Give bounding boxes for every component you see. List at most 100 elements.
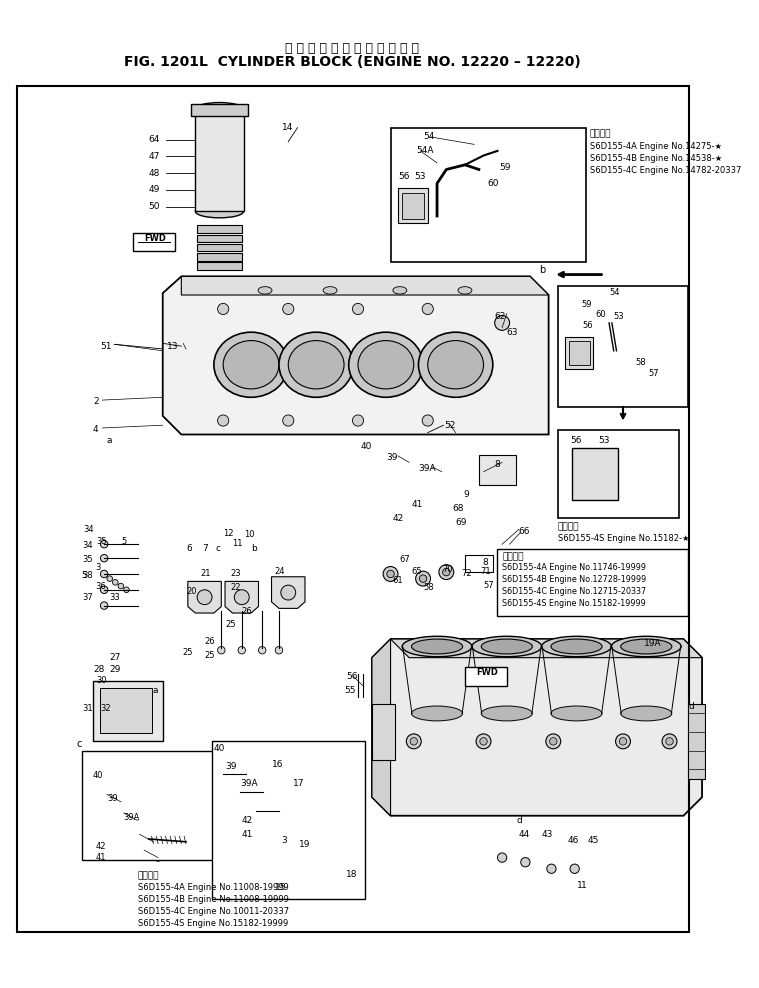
- Circle shape: [238, 646, 245, 654]
- Circle shape: [422, 415, 433, 426]
- Circle shape: [380, 714, 387, 722]
- Text: 30: 30: [96, 676, 107, 686]
- Bar: [197, 225, 242, 233]
- Text: 25: 25: [182, 648, 193, 657]
- Ellipse shape: [411, 639, 463, 654]
- Circle shape: [251, 806, 260, 816]
- Text: 68: 68: [453, 504, 465, 513]
- Ellipse shape: [472, 636, 542, 657]
- Circle shape: [154, 854, 162, 862]
- Circle shape: [107, 576, 112, 581]
- Text: 53: 53: [598, 437, 609, 446]
- Text: 40: 40: [93, 771, 103, 781]
- Circle shape: [666, 738, 673, 745]
- Bar: [197, 244, 242, 251]
- Circle shape: [616, 734, 631, 749]
- Text: 22: 22: [231, 583, 241, 592]
- Text: 32: 32: [100, 704, 111, 713]
- Text: 67: 67: [400, 555, 411, 564]
- Circle shape: [118, 583, 124, 589]
- Circle shape: [277, 768, 290, 781]
- Circle shape: [218, 303, 228, 314]
- Circle shape: [150, 838, 157, 846]
- Text: 39: 39: [107, 794, 118, 803]
- Text: 42: 42: [392, 514, 404, 523]
- Text: 52: 52: [445, 421, 456, 430]
- Circle shape: [352, 303, 364, 314]
- Bar: [195, 109, 244, 211]
- Circle shape: [219, 770, 228, 779]
- Circle shape: [124, 587, 129, 593]
- Ellipse shape: [393, 287, 407, 294]
- Circle shape: [422, 303, 433, 314]
- Text: 4: 4: [93, 425, 99, 434]
- Ellipse shape: [428, 341, 483, 389]
- Bar: [391, 127, 586, 263]
- Text: 54A: 54A: [417, 146, 434, 155]
- Text: c: c: [76, 739, 82, 750]
- Text: 59: 59: [499, 163, 511, 172]
- Ellipse shape: [279, 332, 354, 397]
- Text: 34: 34: [83, 525, 94, 534]
- Text: 28: 28: [93, 665, 104, 674]
- Text: 66: 66: [518, 528, 530, 536]
- Polygon shape: [181, 277, 549, 295]
- Bar: [497, 549, 688, 616]
- Text: 29: 29: [110, 665, 121, 674]
- Polygon shape: [391, 639, 702, 658]
- Text: 71: 71: [480, 567, 490, 576]
- Bar: [100, 689, 152, 733]
- Text: 56: 56: [398, 172, 410, 181]
- Text: 40: 40: [214, 744, 225, 753]
- Text: 42: 42: [96, 842, 106, 851]
- Text: 適用号機: 適用号機: [502, 552, 524, 561]
- Ellipse shape: [402, 636, 472, 657]
- Circle shape: [612, 299, 631, 318]
- Bar: [197, 263, 242, 270]
- Ellipse shape: [542, 636, 612, 657]
- Circle shape: [235, 787, 244, 797]
- Bar: [479, 454, 516, 485]
- Circle shape: [100, 586, 108, 594]
- Ellipse shape: [621, 639, 672, 654]
- Circle shape: [129, 694, 146, 710]
- Circle shape: [587, 475, 603, 490]
- Bar: [565, 337, 594, 370]
- Circle shape: [218, 415, 228, 426]
- Text: S6D155-4B Engine No.12728-19999: S6D155-4B Engine No.12728-19999: [502, 575, 647, 584]
- Text: 31: 31: [82, 704, 93, 713]
- Ellipse shape: [358, 341, 414, 389]
- Circle shape: [616, 304, 626, 313]
- Circle shape: [380, 752, 387, 759]
- Bar: [569, 341, 590, 365]
- Text: 適用号機: 適用号機: [590, 129, 611, 138]
- Text: d: d: [516, 816, 522, 825]
- Bar: [572, 449, 619, 500]
- Text: 12: 12: [223, 530, 234, 538]
- Text: 59: 59: [581, 299, 592, 308]
- Text: 26: 26: [205, 637, 216, 646]
- Text: 適用号機: 適用号機: [137, 871, 159, 880]
- Ellipse shape: [612, 636, 681, 657]
- Circle shape: [489, 139, 505, 156]
- Bar: [402, 193, 424, 218]
- Text: 70: 70: [442, 565, 453, 574]
- Bar: [688, 704, 705, 779]
- Text: c: c: [216, 544, 221, 553]
- Text: 2: 2: [93, 397, 99, 406]
- Bar: [197, 234, 242, 242]
- Text: 20: 20: [186, 587, 197, 596]
- Text: 3: 3: [281, 836, 287, 845]
- Text: S6D155-4S Engine No.15182-19999: S6D155-4S Engine No.15182-19999: [502, 599, 646, 608]
- Circle shape: [296, 786, 309, 799]
- Text: 42: 42: [242, 816, 253, 825]
- Text: 48: 48: [149, 169, 160, 178]
- Text: 57: 57: [483, 581, 494, 591]
- Text: 5: 5: [121, 536, 126, 545]
- Circle shape: [619, 738, 627, 745]
- Text: a: a: [107, 437, 112, 446]
- Text: 14: 14: [282, 123, 293, 132]
- Text: 18: 18: [346, 869, 357, 878]
- Text: 39A: 39A: [418, 464, 436, 473]
- Text: 41: 41: [242, 830, 254, 839]
